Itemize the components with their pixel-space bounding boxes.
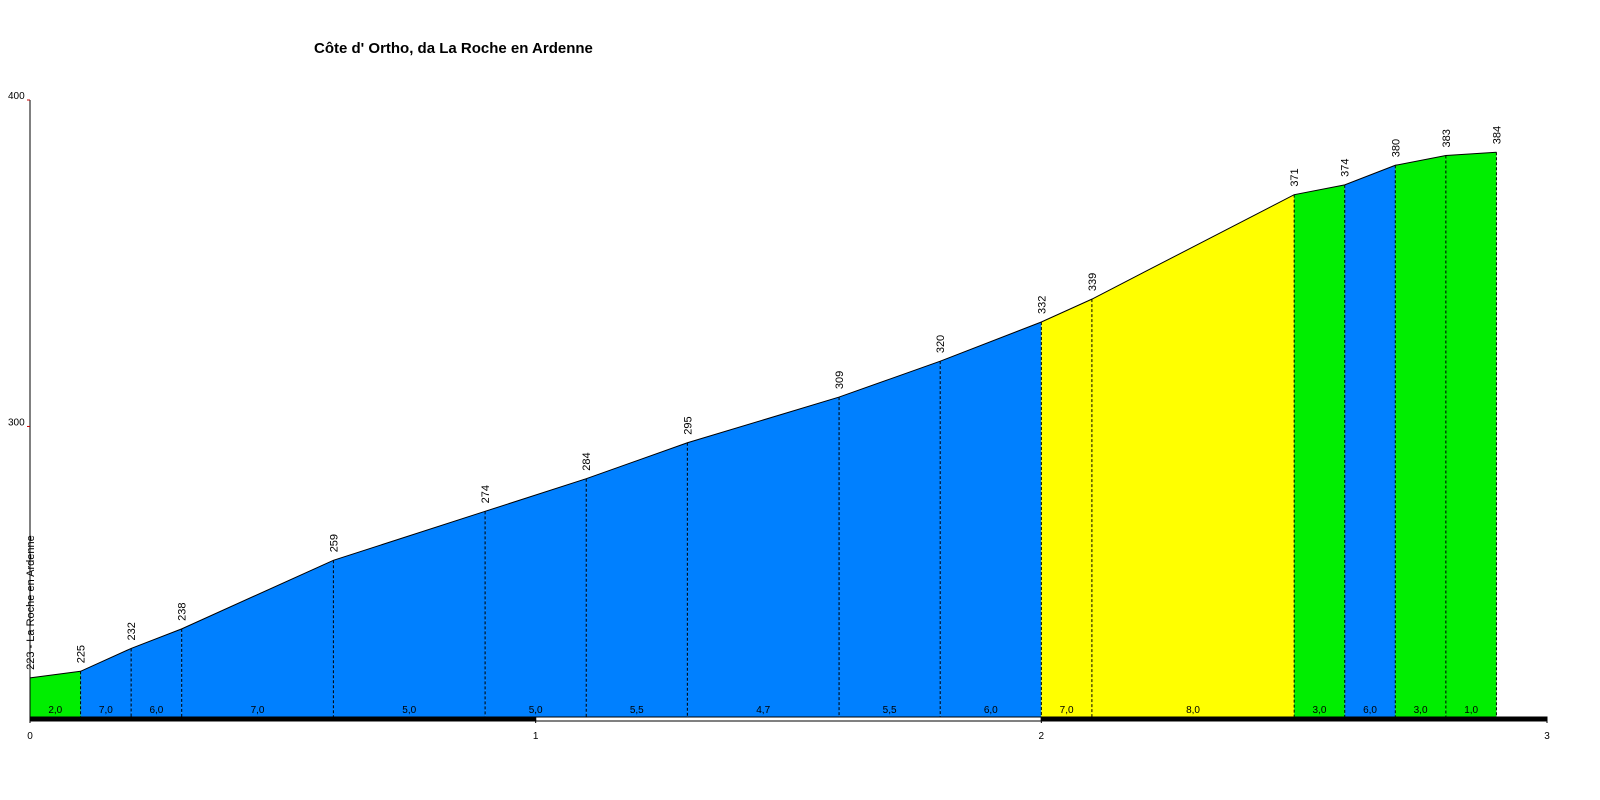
elevation-label: 259 <box>328 534 340 552</box>
elevation-label: 380 <box>1390 139 1402 157</box>
profile-line <box>29 151 1497 679</box>
gradient-label: 3,0 <box>1312 705 1326 716</box>
elevation-label: 274 <box>480 485 492 503</box>
elevation-label: 232 <box>126 622 138 640</box>
gradient-label: 5,0 <box>529 705 543 716</box>
elevation-label: 309 <box>834 371 846 389</box>
km-bar <box>29 716 537 722</box>
gradient-label: 6,0 <box>984 705 998 716</box>
profile-segment <box>839 361 941 717</box>
x-tick-label: 3 <box>1544 731 1550 742</box>
profile-segment <box>333 511 486 717</box>
profile-segment <box>131 628 182 717</box>
elevation-label: 374 <box>1340 159 1352 177</box>
x-tick-label: 0 <box>27 731 33 742</box>
elevation-label: 332 <box>1036 296 1048 314</box>
profile-segment <box>586 442 688 717</box>
profile-segment <box>1344 165 1396 717</box>
profile-segment <box>1395 155 1446 717</box>
profile-segment <box>1041 299 1092 717</box>
elevation-label: 284 <box>581 452 593 470</box>
profile-segment <box>1091 194 1295 718</box>
chart-title: Côte d' Ortho, da La Roche en Ardenne <box>314 40 593 57</box>
x-tick-label: 2 <box>1039 731 1045 742</box>
gradient-label: 5,5 <box>883 705 897 716</box>
gradient-label: 2,0 <box>48 705 62 716</box>
gradient-label: 7,0 <box>1060 705 1074 716</box>
elevation-label: 238 <box>177 602 189 620</box>
profile-segment <box>1294 184 1345 718</box>
gradient-label: 5,0 <box>402 705 416 716</box>
elevation-label: 371 <box>1289 168 1301 186</box>
elevation-label: 295 <box>682 416 694 434</box>
elevation-label: 225 <box>76 645 88 663</box>
elevation-label: 339 <box>1087 273 1099 291</box>
x-tick-label: 1 <box>533 731 539 742</box>
profile-segment <box>181 560 334 717</box>
gradient-label: 3,0 <box>1414 705 1428 716</box>
elevation-label: 383 <box>1441 129 1453 147</box>
elevation-label: 320 <box>935 335 947 353</box>
gradient-label: 4,7 <box>756 705 770 716</box>
gradient-label: 7,0 <box>99 705 113 716</box>
profile-segment <box>687 397 840 717</box>
gradient-label: 7,0 <box>251 705 265 716</box>
y-tick-label: 400 <box>8 91 25 102</box>
profile-segment <box>485 478 587 717</box>
km-bar <box>535 716 1042 722</box>
y-tick-label: 300 <box>8 417 25 428</box>
gradient-label: 6,0 <box>1363 705 1377 716</box>
gradient-label: 1,0 <box>1464 705 1478 716</box>
gradient-label: 8,0 <box>1186 705 1200 716</box>
km-bar <box>1040 716 1548 722</box>
profile-segment <box>1445 152 1497 718</box>
elevation-label: 384 <box>1491 126 1503 144</box>
gradient-label: 5,5 <box>630 705 644 716</box>
elevation-label: 223 - La Roche en Ardenne <box>25 535 37 670</box>
profile-segment <box>30 671 81 717</box>
profile-segment <box>940 321 1042 717</box>
gradient-label: 6,0 <box>149 705 163 716</box>
